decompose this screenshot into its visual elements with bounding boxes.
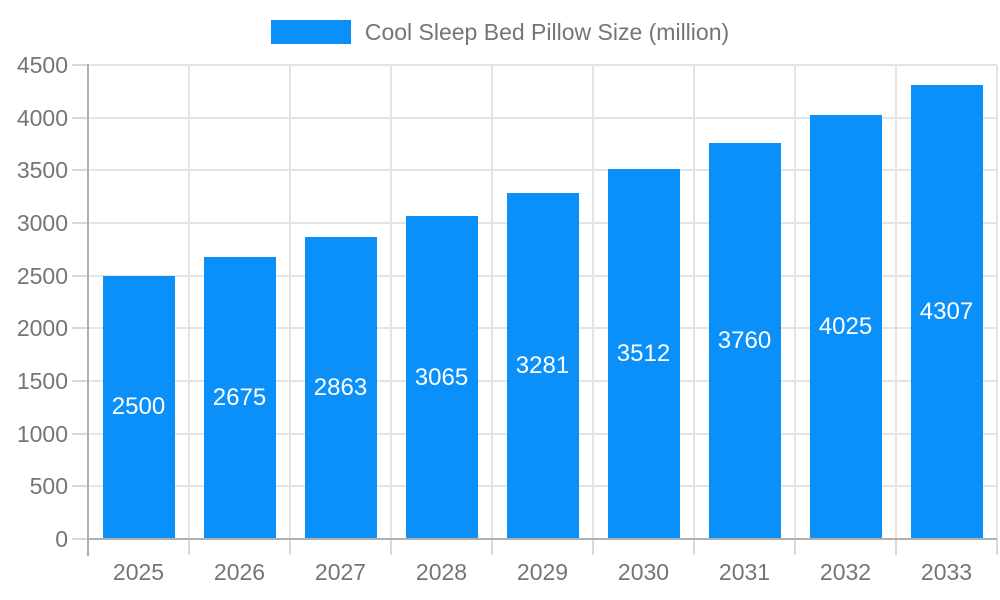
legend-swatch [270,20,351,44]
y-axis-label: 1000 [16,420,68,447]
x-axis-label: 2033 [920,559,973,585]
bar[interactable] [304,237,377,539]
x-gridline [895,65,897,539]
bar[interactable] [607,169,680,539]
y-axis-label: 2000 [16,315,68,342]
x-axis-label: 2030 [617,559,670,585]
y-gridline [88,169,997,172]
x-gridline [390,65,392,539]
y-gridline [88,116,997,119]
y-axis-label: 500 [29,473,68,500]
y-axis-tick [72,327,88,330]
bar-value-label: 2675 [212,384,267,412]
bar-value-label: 3065 [414,363,469,391]
x-axis-label: 2025 [112,559,165,585]
y-axis-tick [72,538,88,540]
x-axis-tick [895,539,897,555]
bar-value-label: 4025 [818,313,873,341]
y-axis-tick [72,169,88,172]
y-axis-tick [72,64,88,66]
bar[interactable] [506,193,579,539]
y-axis-label: 3000 [16,210,68,236]
bar-value-label: 3281 [515,352,570,380]
x-axis-label: 2026 [213,559,266,585]
bar-value-label: 2863 [313,374,368,402]
bar[interactable] [405,216,478,539]
x-axis-tick [289,539,291,555]
bar[interactable] [708,142,781,539]
x-axis-label: 2027 [314,559,367,585]
x-axis-tick [996,539,998,555]
x-gridline [188,65,190,539]
y-axis-label: 0 [55,526,68,552]
x-axis-tick [188,539,190,555]
x-axis-label: 2032 [819,559,872,585]
x-axis-tick [693,539,695,555]
y-axis-label: 4500 [16,52,68,78]
bar[interactable] [203,257,276,539]
x-axis-tick [592,539,594,555]
bar-value-label: 3512 [616,340,671,368]
bar-value-label: 2500 [111,393,166,421]
y-axis-label: 4000 [16,104,68,131]
y-axis-label: 1500 [16,368,68,394]
x-gridline [592,65,594,539]
chart-legend[interactable]: Cool Sleep Bed Pillow Size (million) [0,17,1000,47]
x-gridline [289,65,291,539]
x-axis-baseline [88,538,997,540]
x-gridline [996,65,998,539]
x-gridline [794,65,796,539]
y-axis-tick [72,432,88,435]
bar[interactable] [102,275,175,539]
bar-value-label: 4307 [919,298,974,326]
y-axis-label: 3500 [16,157,68,184]
x-gridline [693,65,695,539]
y-axis-label: 2500 [16,262,68,289]
x-axis-tick [491,539,493,555]
y-axis-tick [72,485,88,488]
x-axis-tick [390,539,392,555]
y-axis-line [87,64,89,556]
x-axis-label: 2029 [516,559,569,585]
y-axis-tick [72,380,88,382]
x-axis-label: 2028 [415,559,468,585]
bar[interactable] [910,85,983,539]
bar[interactable] [809,115,882,539]
y-axis-tick [72,274,88,277]
y-gridline [88,64,997,66]
y-axis-tick [72,116,88,119]
x-gridline [491,65,493,539]
x-axis-label: 2031 [718,559,771,585]
y-axis-tick [72,222,88,224]
x-axis-tick [794,539,796,555]
bar-value-label: 3760 [717,326,772,354]
legend-label: Cool Sleep Bed Pillow Size (million) [364,18,730,45]
